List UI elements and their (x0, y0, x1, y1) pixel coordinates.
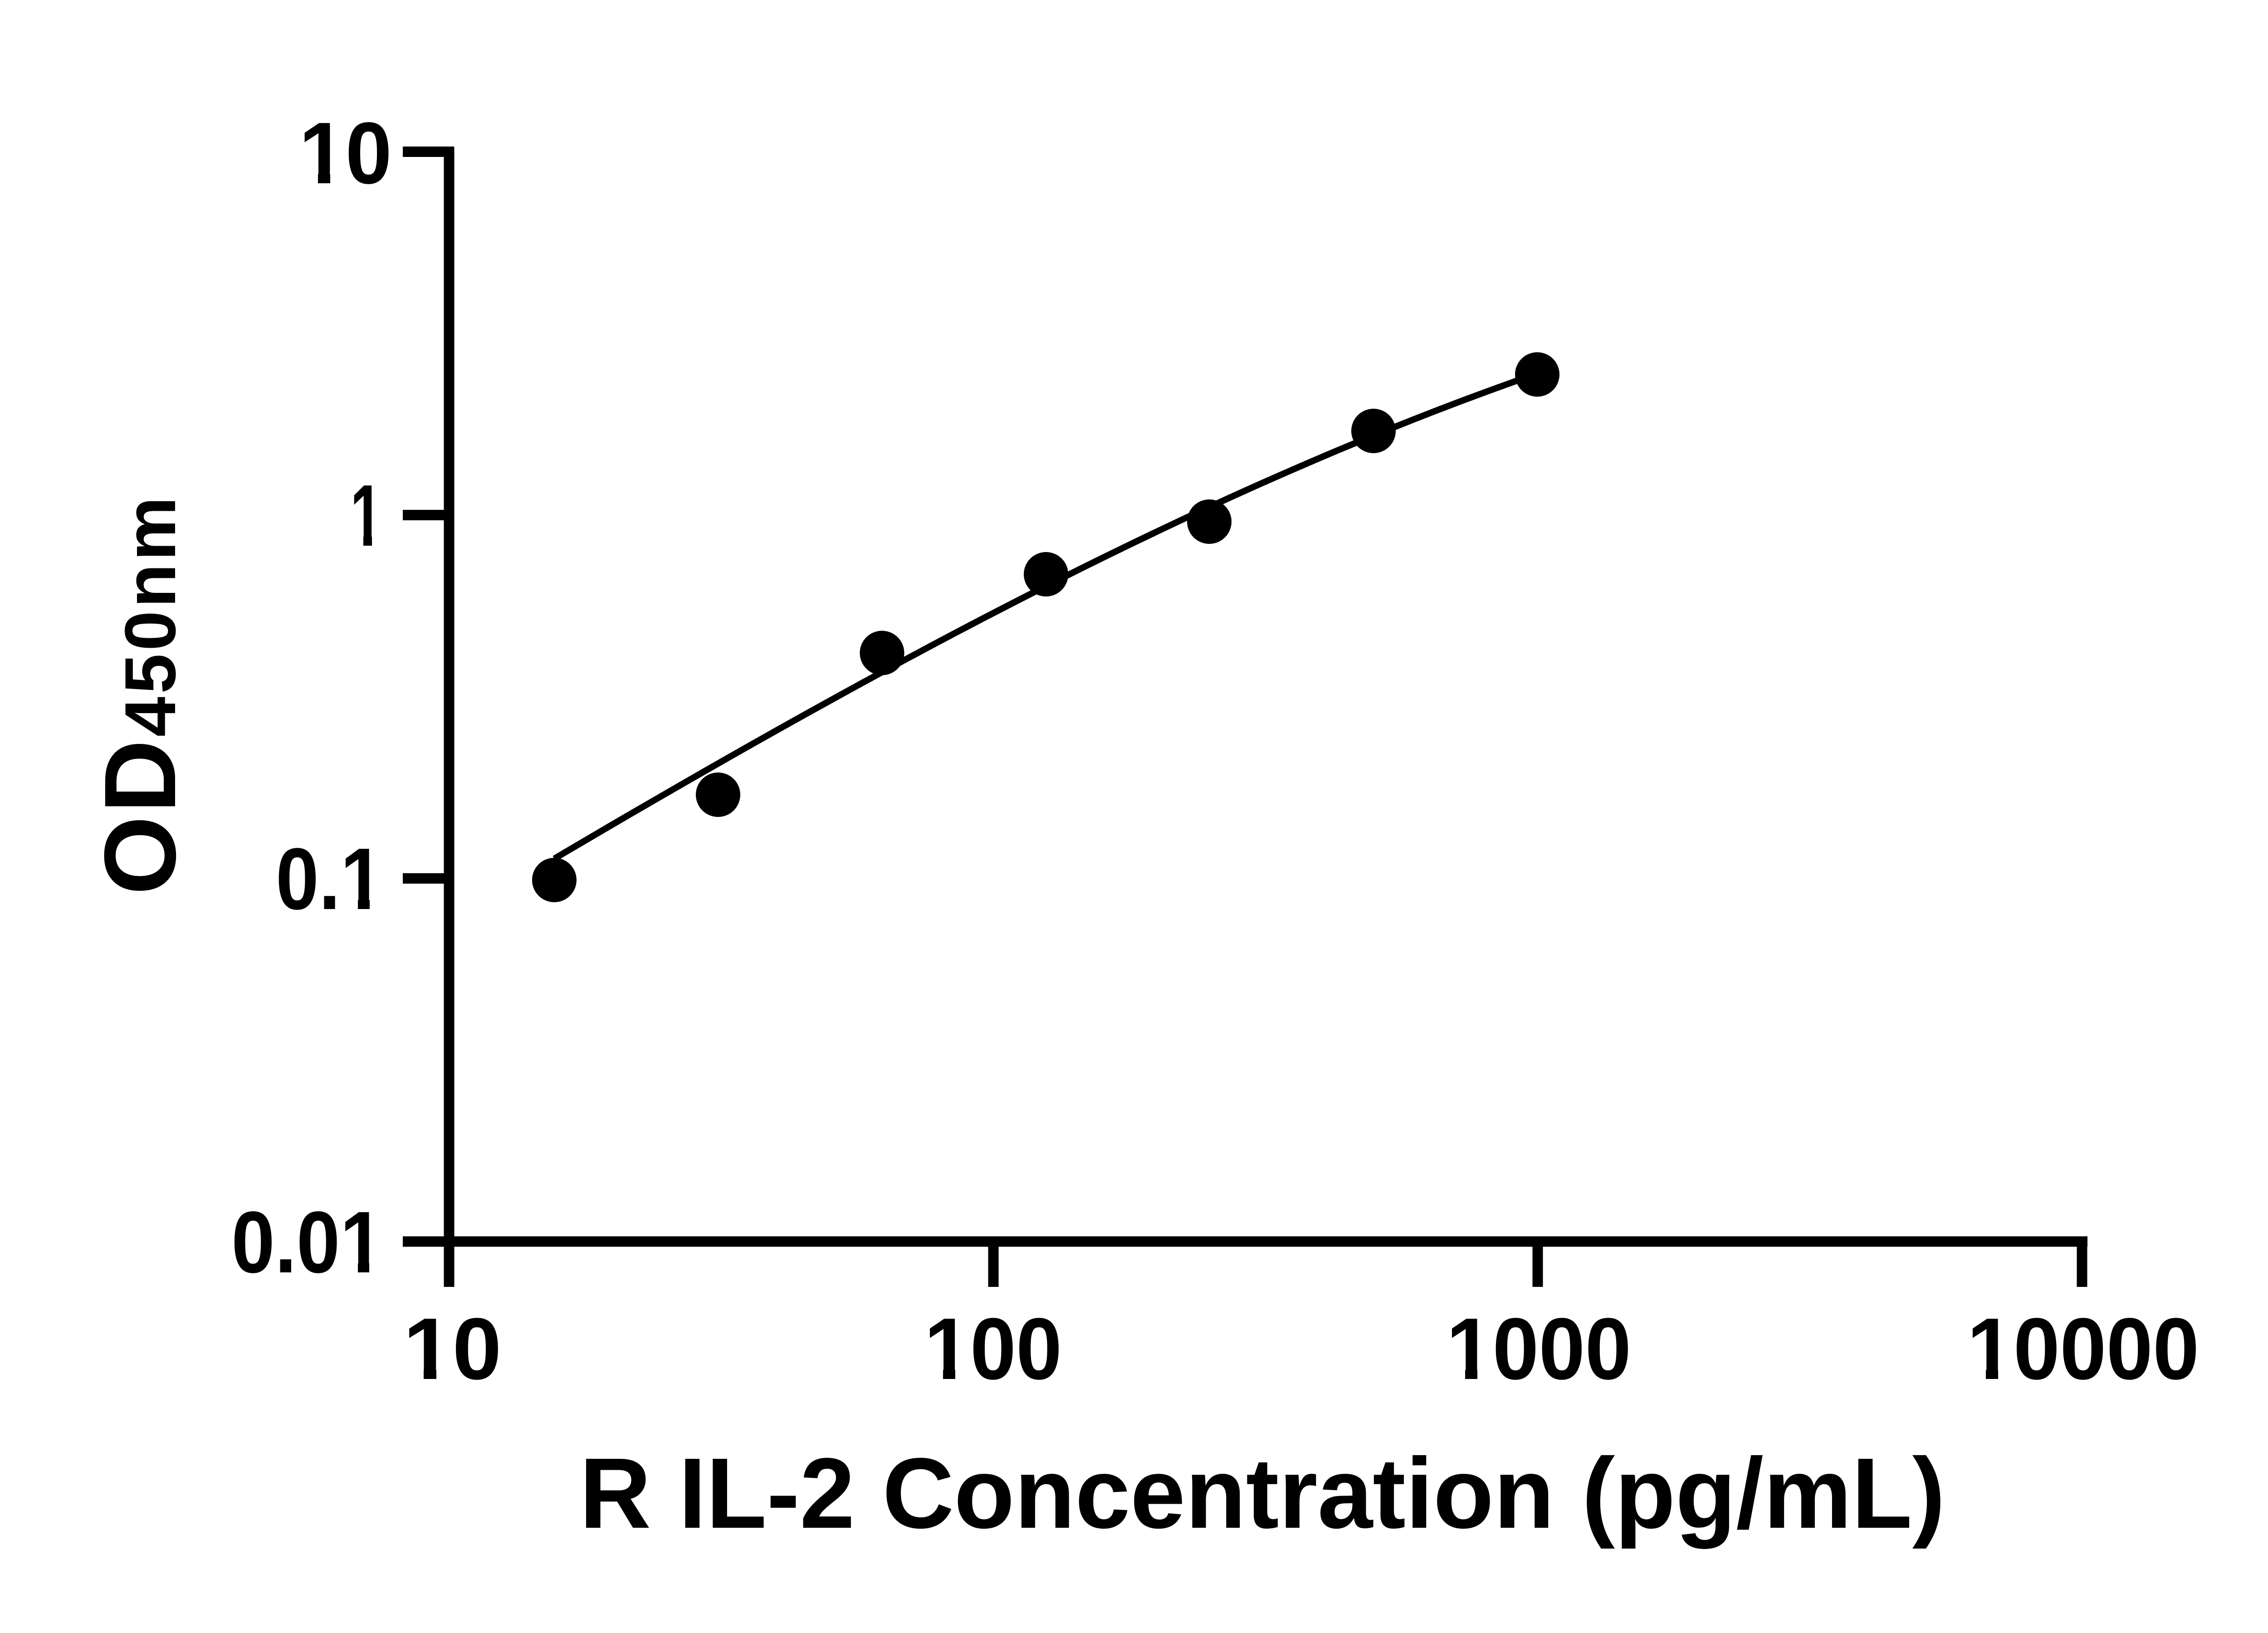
svg-text:10000: 10000 (1967, 1300, 2199, 1398)
svg-text:OD450nm: OD450nm (83, 497, 197, 895)
svg-text:R IL-2 Concentration (pg/mL): R IL-2 Concentration (pg/mL) (580, 1437, 1945, 1549)
svg-text:10: 10 (299, 104, 392, 202)
svg-text:0.1: 0.1 (276, 830, 383, 928)
svg-text:100: 100 (924, 1300, 1062, 1398)
svg-text:1000: 1000 (1446, 1300, 1631, 1398)
svg-text:10: 10 (403, 1300, 502, 1398)
svg-text:1: 1 (350, 466, 382, 564)
svg-text:0.01: 0.01 (231, 1193, 383, 1291)
